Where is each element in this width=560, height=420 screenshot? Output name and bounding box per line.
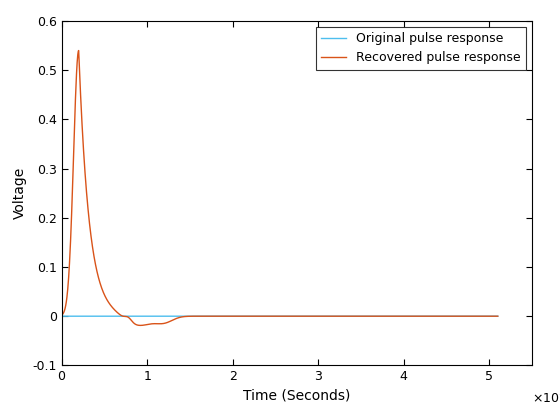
Recovered pulse response bbox=[284, 314, 291, 319]
Recovered pulse response bbox=[286, 314, 292, 319]
Original pulse response bbox=[494, 314, 501, 319]
Recovered pulse response bbox=[75, 48, 82, 53]
Recovered pulse response bbox=[226, 314, 232, 319]
Original pulse response bbox=[225, 314, 232, 319]
Recovered pulse response bbox=[137, 323, 144, 328]
Original pulse response bbox=[58, 314, 65, 319]
Recovered pulse response bbox=[277, 314, 283, 319]
Original pulse response bbox=[285, 314, 292, 319]
Original pulse response bbox=[379, 314, 386, 319]
Recovered pulse response bbox=[380, 314, 386, 319]
Recovered pulse response bbox=[58, 312, 65, 318]
Recovered pulse response bbox=[494, 314, 501, 319]
Legend: Original pulse response, Recovered pulse response: Original pulse response, Recovered pulse… bbox=[316, 27, 526, 69]
Y-axis label: Voltage: Voltage bbox=[13, 167, 27, 219]
Original pulse response bbox=[284, 314, 291, 319]
Line: Recovered pulse response: Recovered pulse response bbox=[62, 50, 498, 326]
X-axis label: Time (Seconds): Time (Seconds) bbox=[243, 389, 351, 403]
Recovered pulse response bbox=[185, 314, 192, 319]
Text: $\times10^{-8}$: $\times10^{-8}$ bbox=[532, 389, 560, 406]
Original pulse response bbox=[184, 314, 191, 319]
Original pulse response bbox=[276, 314, 283, 319]
